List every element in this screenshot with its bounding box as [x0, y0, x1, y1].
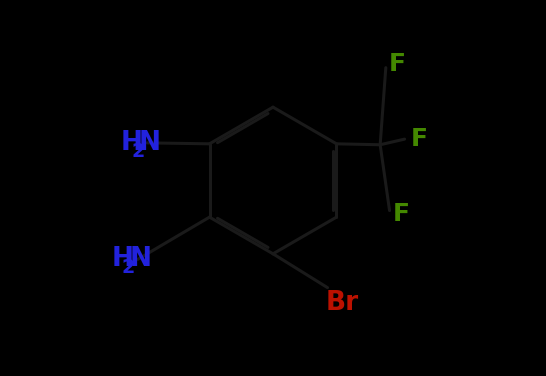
Text: F: F [411, 127, 428, 151]
Text: N: N [129, 246, 151, 273]
Text: H: H [111, 246, 133, 273]
Text: N: N [139, 130, 161, 156]
Text: F: F [389, 52, 406, 76]
Text: 2: 2 [122, 258, 135, 277]
Text: F: F [393, 202, 410, 226]
Text: H: H [121, 130, 143, 156]
Text: Br: Br [326, 290, 359, 316]
Text: 2: 2 [131, 142, 145, 161]
